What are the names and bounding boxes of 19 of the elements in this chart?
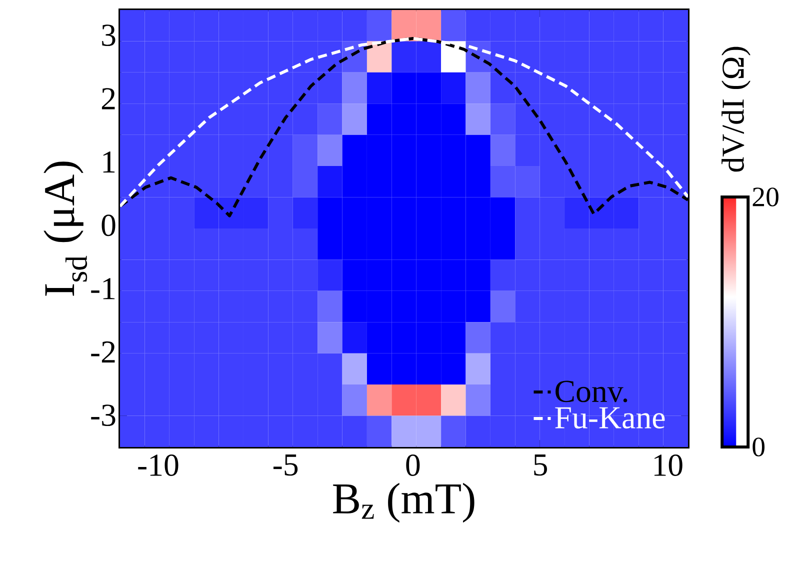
color-bar-label: 0 (752, 438, 764, 456)
x-tick-label: 10 (654, 454, 682, 476)
y-tick-label: 2 (102, 88, 115, 110)
y-axis-title: I$_{sd}$ (μA) (44, 162, 88, 296)
y-tick-label: 0 (102, 214, 116, 236)
legend-label: Fu-Kane (555, 407, 665, 429)
x-axis-title: B$_{z}$ (mT) (333, 482, 474, 523)
y-tick-label: -2 (91, 341, 115, 363)
x-tick-label: -5 (273, 454, 298, 476)
color-bar-label: 20 (752, 188, 778, 206)
y-tick-label: 1 (103, 151, 115, 173)
x-tick-label: 0 (406, 454, 420, 476)
x-tick-label: 5 (534, 454, 547, 476)
color-bar-title: dV/dI (Ω) (722, 46, 750, 172)
y-tick-label: 3 (102, 24, 116, 46)
y-tick-label: -1 (91, 278, 115, 300)
x-tick-label: -10 (138, 454, 178, 476)
legend-label: Conv. (556, 380, 628, 402)
y-tick-label: -3 (91, 404, 116, 426)
